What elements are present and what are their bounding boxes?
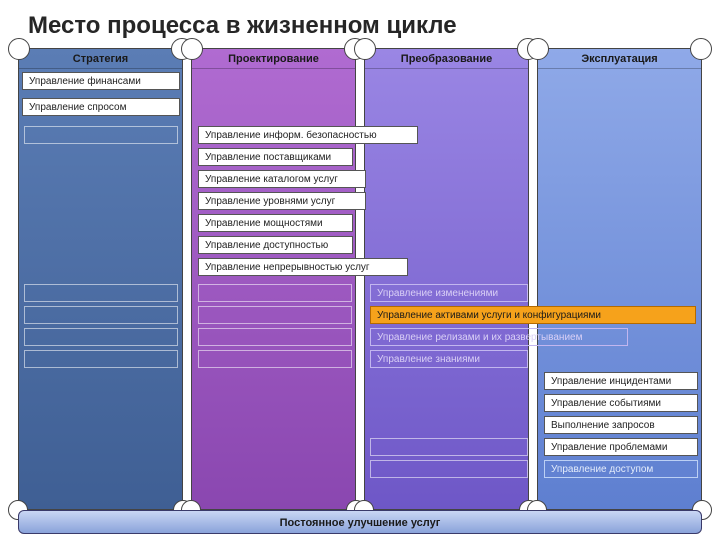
- process-placeholder: [198, 350, 352, 368]
- process-bar: Управление поставщиками: [198, 148, 353, 166]
- column-header-transition: Преобразование: [365, 49, 528, 69]
- process-bar: Управление проблемами: [544, 438, 698, 456]
- process-bar: Управление событиями: [544, 394, 698, 412]
- process-bar: Управление мощностями: [198, 214, 353, 232]
- process-bar: Управление непрерывностью услуг: [198, 258, 408, 276]
- process-placeholder: [24, 306, 178, 324]
- process-bar: Выполнение запросов: [544, 416, 698, 434]
- process-bar: Управление уровнями услуг: [198, 192, 366, 210]
- process-placeholder: [198, 328, 352, 346]
- process-placeholder: [24, 328, 178, 346]
- continual-improvement-bar: Постоянное улучшение услуг: [18, 510, 702, 534]
- column-header-strategy: Стратегия: [19, 49, 182, 69]
- continual-improvement-label: Постоянное улучшение услуг: [280, 517, 441, 529]
- lifecycle-column-design: Проектирование: [191, 48, 356, 510]
- process-placeholder: [198, 284, 352, 302]
- lifecycle-column-strategy: Стратегия: [18, 48, 183, 510]
- process-bar: Управление релизами и их развертыванием: [370, 328, 628, 346]
- lifecycle-stage-area: Стратегия Проектирование Преобразование Экс…: [18, 48, 702, 510]
- process-placeholder: [24, 126, 178, 144]
- column-header-design: Проектирование: [192, 49, 355, 69]
- process-bar: Управление доступностью: [198, 236, 353, 254]
- process-placeholder: [370, 438, 528, 456]
- process-placeholder: [198, 306, 352, 324]
- process-placeholder: [24, 284, 178, 302]
- process-bar: Управление информ. безопасностью: [198, 126, 418, 144]
- column-header-operation: Эксплуатация: [538, 49, 701, 69]
- process-bar: Управление спросом: [22, 98, 180, 116]
- process-placeholder: [24, 350, 178, 368]
- process-bar: Управление каталогом услуг: [198, 170, 366, 188]
- process-bar: Управление финансами: [22, 72, 180, 90]
- process-placeholder: [370, 460, 528, 478]
- process-bar: Управление изменениями: [370, 284, 528, 302]
- process-bar: Управление активами услуги и конфигураци…: [370, 306, 696, 324]
- process-bar: Управление инцидентами: [544, 372, 698, 390]
- process-bar: Управление знаниями: [370, 350, 528, 368]
- process-bar: Управление доступом: [544, 460, 698, 478]
